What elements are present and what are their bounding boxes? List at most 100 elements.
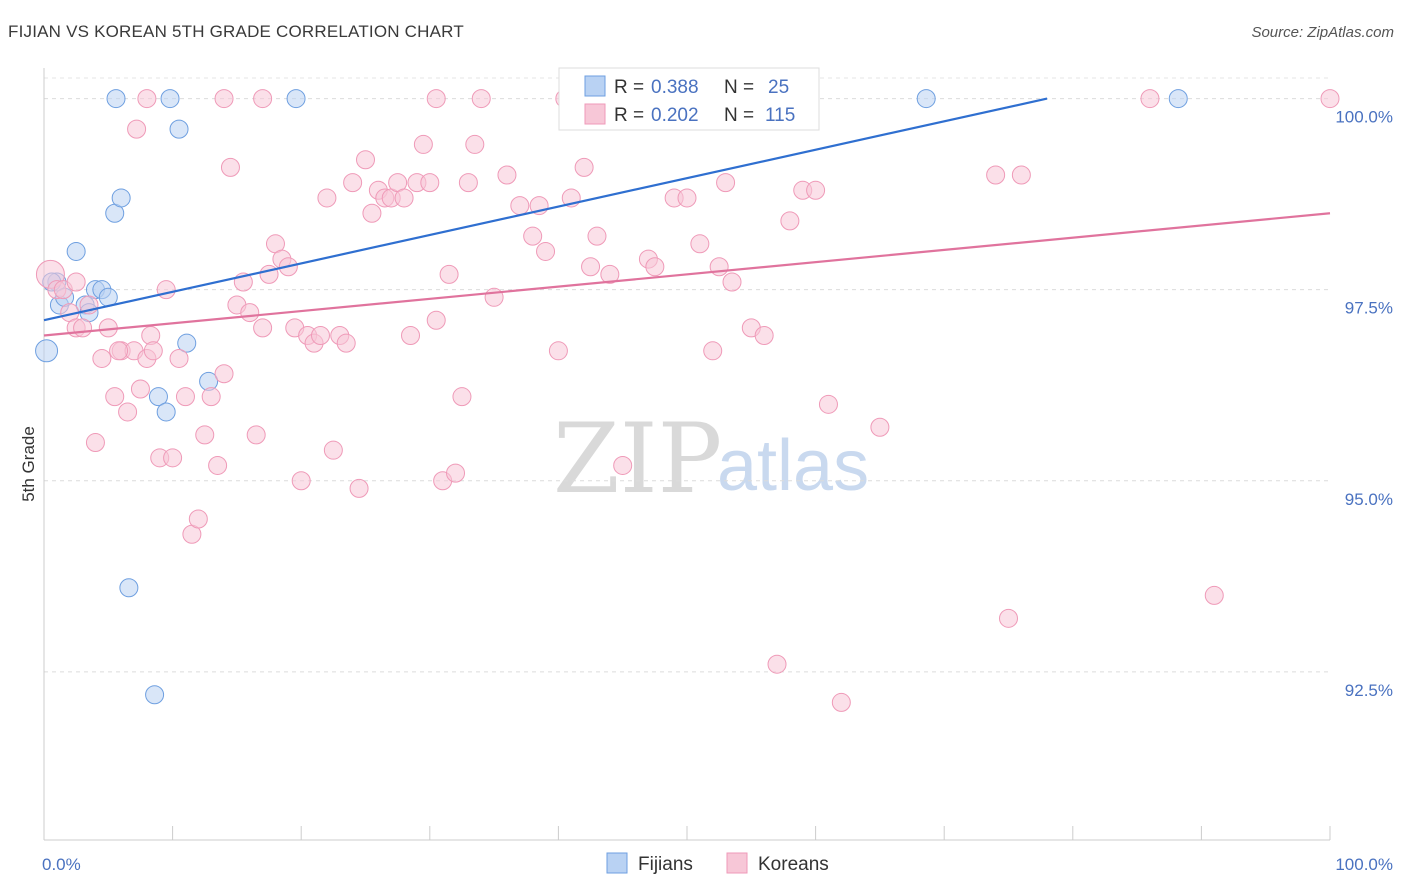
korean-point <box>548 341 568 361</box>
axes <box>43 68 1331 841</box>
korean-point <box>709 257 729 277</box>
korean-point <box>253 318 273 338</box>
fijian-point <box>35 339 59 363</box>
top-legend: R = 0.388 N = 25 R = 0.202 N = 115 <box>558 67 820 131</box>
korean-point <box>92 348 112 368</box>
legend-koreans-n-label: N = <box>724 105 754 126</box>
fijian-point <box>66 241 86 261</box>
legend-koreans-r-value: 0.202 <box>651 105 699 126</box>
korean-point <box>587 226 607 246</box>
korean-point <box>413 134 433 154</box>
fijian-point <box>160 89 180 109</box>
korean-point <box>439 264 459 284</box>
bottom-legend: Fijians Koreans <box>606 852 829 875</box>
korean-point <box>806 180 826 200</box>
legend-fijians-swatch <box>584 75 606 97</box>
korean-point <box>677 188 697 208</box>
korean-point <box>109 341 129 361</box>
x-tick-label-max: 100.0% <box>1335 855 1393 874</box>
fijian-point <box>177 333 197 353</box>
korean-point <box>452 387 472 407</box>
bottom-legend-fijians-label: Fijians <box>638 854 693 875</box>
korean-point <box>188 509 208 529</box>
korean-point <box>523 226 543 246</box>
korean-point <box>85 433 105 453</box>
korean-point <box>317 188 337 208</box>
fijian-point <box>148 387 168 407</box>
korean-point <box>362 203 382 223</box>
korean-point <box>446 463 466 483</box>
korean-point <box>349 478 369 498</box>
korean-point <box>175 387 195 407</box>
korean-point <box>986 165 1006 185</box>
korean-point <box>130 379 150 399</box>
korean-point <box>420 173 440 193</box>
korean-point <box>394 188 414 208</box>
y-tick-label: 100.0% <box>1335 108 1393 127</box>
fijian-point <box>119 578 139 598</box>
korean-point <box>465 134 485 154</box>
source-label: Source: ZipAtlas.com <box>1251 24 1394 41</box>
korean-point <box>220 157 240 177</box>
fijian-point <box>106 89 126 109</box>
korean-point <box>1140 89 1160 109</box>
korean-point <box>600 264 620 284</box>
korean-point <box>703 341 723 361</box>
korean-point <box>818 394 838 414</box>
korean-point <box>780 211 800 231</box>
legend-fijians-r-value: 0.388 <box>651 77 699 98</box>
korean-point <box>510 196 530 216</box>
y-axis-label: 5th Grade <box>19 426 38 502</box>
korean-point <box>163 448 183 468</box>
trend-lines <box>43 97 1331 337</box>
chart-title: FIJIAN VS KOREAN 5TH GRADE CORRELATION C… <box>8 22 464 41</box>
korean-point <box>1204 585 1224 605</box>
legend-koreans-r-label: R = <box>614 105 644 126</box>
korean-point <box>574 157 594 177</box>
korean-point <box>581 257 601 277</box>
fijian-point <box>145 685 165 705</box>
korean-point <box>240 303 260 323</box>
korean-point <box>73 318 93 338</box>
fijian-point <box>286 89 306 109</box>
fijian-point <box>169 119 189 139</box>
bottom-legend-koreans-label: Koreans <box>758 854 829 875</box>
korean-point <box>127 119 147 139</box>
korean-point <box>195 425 215 445</box>
korean-point <box>484 287 504 307</box>
koreans-trend-line <box>43 212 1331 337</box>
korean-point <box>143 341 163 361</box>
korean-point <box>336 333 356 353</box>
fijian-point <box>156 402 176 422</box>
korean-point <box>169 348 189 368</box>
korean-point <box>208 455 228 475</box>
y-tick-label: 92.5% <box>1345 681 1393 700</box>
korean-point <box>1320 89 1340 109</box>
bottom-legend-fijians-swatch <box>606 852 628 874</box>
y-tick-label: 97.5% <box>1345 299 1393 318</box>
korean-point <box>291 471 311 491</box>
korean-point <box>343 173 363 193</box>
korean-point <box>426 89 446 109</box>
korean-point <box>870 417 890 437</box>
legend-fijians-r-label: R = <box>614 77 644 98</box>
korean-point <box>253 89 273 109</box>
legend-fijians-n-value: 25 <box>768 77 789 98</box>
korean-point <box>401 326 421 346</box>
korean-point <box>831 692 851 712</box>
korean-point <box>246 425 266 445</box>
korean-point <box>118 402 138 422</box>
fijian-point <box>916 89 936 109</box>
korean-point <box>310 326 330 346</box>
fijian-point <box>111 188 131 208</box>
watermark-atlas: atlas <box>717 426 869 506</box>
fijians-trend-line <box>43 97 1048 322</box>
legend-fijians-n-label: N = <box>724 77 754 98</box>
korean-point <box>754 326 774 346</box>
korean-point <box>214 89 234 109</box>
korean-point <box>613 455 633 475</box>
korean-point <box>471 89 491 109</box>
legend-koreans-swatch <box>584 103 606 125</box>
korean-point <box>497 165 517 185</box>
